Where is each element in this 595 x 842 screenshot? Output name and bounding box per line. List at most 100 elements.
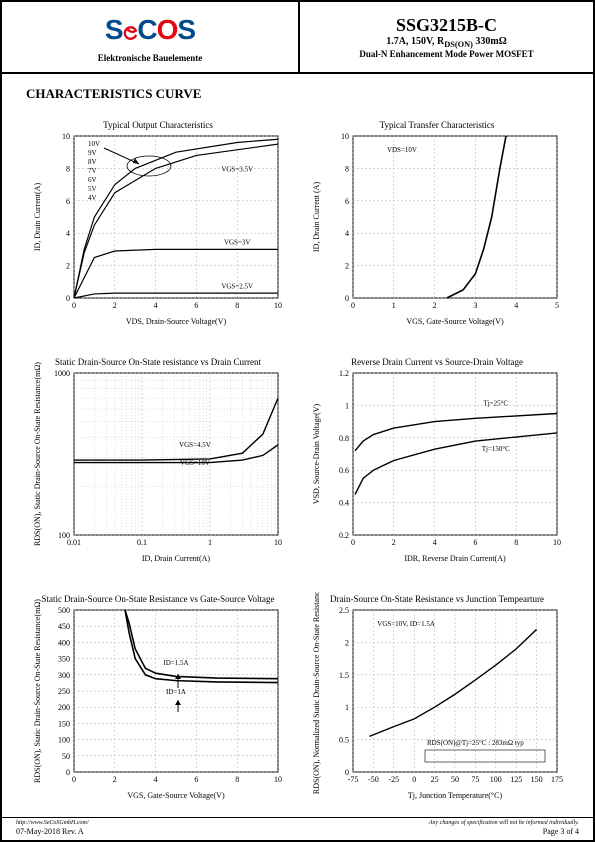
svg-text:25: 25 [431, 775, 439, 784]
svg-text:500: 500 [58, 606, 70, 615]
svg-text:175: 175 [551, 775, 563, 784]
footer-disclaimer: Any changes of specification will not be… [429, 820, 579, 826]
logo-subtitle: Elektronische Bauelemente [98, 53, 203, 63]
svg-text:ID, Drain Current(A): ID, Drain Current(A) [142, 554, 211, 563]
svg-text:8V: 8V [88, 158, 97, 166]
svg-text:Drain-Source On-State Resistan: Drain-Source On-State Resistance vs Junc… [330, 594, 544, 604]
svg-text:10V: 10V [88, 140, 100, 148]
svg-text:8: 8 [514, 538, 518, 547]
svg-text:Typical Output Characteristics: Typical Output Characteristics [103, 120, 213, 130]
svg-text:VGS=10V, ID=1.5A: VGS=10V, ID=1.5A [377, 620, 435, 628]
svg-text:Tj=25°C: Tj=25°C [484, 399, 509, 407]
svg-text:10: 10 [274, 301, 282, 310]
svg-text:6V: 6V [88, 176, 97, 184]
svg-text:2: 2 [392, 538, 396, 547]
svg-text:VGS, Gate-Source Voltage(V): VGS, Gate-Source Voltage(V) [127, 791, 225, 800]
svg-text:VSD, Source-Drain Voltage(V): VSD, Source-Drain Voltage(V) [312, 403, 321, 504]
svg-text:Typical Transfer Characteristi: Typical Transfer Characteristics [380, 120, 495, 130]
svg-text:350: 350 [58, 654, 70, 663]
svg-text:2.5: 2.5 [339, 606, 349, 615]
footer-url: http://www.SeCoSGmbH.com/ [16, 820, 89, 826]
svg-text:0: 0 [351, 301, 355, 310]
svg-text:0.1: 0.1 [137, 538, 147, 547]
svg-text:Static Drain-Source On-State r: Static Drain-Source On-State resistance … [55, 357, 261, 367]
svg-text:Tj, Junction Temperature(°C): Tj, Junction Temperature(°C) [408, 791, 503, 800]
svg-text:6: 6 [345, 196, 349, 205]
svg-text:1.5: 1.5 [339, 670, 349, 679]
svg-text:9V: 9V [88, 149, 97, 157]
svg-text:Static Drain-Source On-State R: Static Drain-Source On-State Resistance … [41, 594, 274, 604]
svg-text:0: 0 [66, 768, 70, 777]
svg-text:100: 100 [58, 531, 70, 540]
chart-rds-vs-id: Static Drain-Source On-State resistance … [22, 343, 294, 576]
part-number: SSG3215B-C [396, 15, 497, 36]
svg-text:ID=1A: ID=1A [166, 688, 186, 696]
svg-text:0.8: 0.8 [339, 433, 349, 442]
footer-page: Page 3 of 4 [543, 827, 579, 836]
svg-text:VGS=4.5V: VGS=4.5V [179, 440, 211, 448]
svg-text:1.2: 1.2 [339, 369, 349, 378]
svg-text:0.2: 0.2 [339, 531, 349, 540]
svg-text:75: 75 [472, 775, 480, 784]
spec-line: 1.7A, 150V, RDS(ON) 330mΩ [386, 36, 506, 49]
svg-text:7V: 7V [88, 167, 97, 175]
svg-text:0: 0 [72, 775, 76, 784]
svg-text:VGS=10V: VGS=10V [180, 459, 210, 467]
svg-text:2: 2 [113, 301, 117, 310]
svg-text:4: 4 [153, 301, 157, 310]
svg-text:8: 8 [235, 775, 239, 784]
svg-text:1: 1 [208, 538, 212, 547]
svg-text:400: 400 [58, 638, 70, 647]
svg-text:Reverse Drain Current vs Sourc: Reverse Drain Current vs Source-Drain Vo… [351, 357, 523, 367]
svg-text:VGS=2.5V: VGS=2.5V [221, 282, 253, 290]
company-logo: SၔCOS [105, 11, 195, 53]
svg-text:Tj=150°C: Tj=150°C [482, 444, 510, 452]
svg-text:ID=1.5A: ID=1.5A [163, 659, 188, 667]
svg-text:0.6: 0.6 [339, 466, 349, 475]
svg-text:10: 10 [553, 538, 561, 547]
footer-date: 07-May-2018 Rev. A [16, 827, 84, 836]
svg-text:0.5: 0.5 [339, 735, 349, 744]
svg-text:8: 8 [66, 164, 70, 173]
svg-text:50: 50 [62, 751, 70, 760]
svg-text:VDS, Drain-Source Voltage(V): VDS, Drain-Source Voltage(V) [126, 317, 227, 326]
chart-reverse-drain: Reverse Drain Current vs Source-Drain Vo… [302, 343, 574, 576]
svg-text:IDR, Reverse Drain Current(A): IDR, Reverse Drain Current(A) [405, 554, 507, 563]
svg-text:6: 6 [66, 196, 70, 205]
svg-text:2: 2 [345, 261, 349, 270]
chart-output-characteristics: Typical Output Characteristics0246810024… [22, 106, 294, 339]
svg-text:-50: -50 [368, 775, 379, 784]
logo-cell: SၔCOS Elektronische Bauelemente [2, 2, 300, 72]
svg-text:5: 5 [555, 301, 559, 310]
datasheet-page: SၔCOS Elektronische Bauelemente SSG3215B… [2, 2, 593, 840]
svg-text:50: 50 [451, 775, 459, 784]
page-header: SၔCOS Elektronische Bauelemente SSG3215B… [2, 2, 593, 74]
svg-text:4: 4 [153, 775, 157, 784]
svg-text:0: 0 [345, 768, 349, 777]
svg-text:100: 100 [58, 735, 70, 744]
svg-text:RDS(ON)@Tj=25°C : 283mΩ typ: RDS(ON)@Tj=25°C : 283mΩ typ [427, 738, 524, 746]
svg-text:125: 125 [510, 775, 522, 784]
svg-text:100: 100 [490, 775, 502, 784]
svg-text:6: 6 [194, 301, 198, 310]
svg-text:ID, Drain Current (A): ID, Drain Current (A) [312, 181, 321, 252]
svg-text:RDS(ON), Static Drain-Source O: RDS(ON), Static Drain-Source On-State Re… [33, 361, 42, 545]
svg-text:2: 2 [345, 638, 349, 647]
chart-rds-vs-vgs: Static Drain-Source On-State Resistance … [22, 580, 294, 813]
svg-text:1: 1 [392, 301, 396, 310]
svg-text:3: 3 [474, 301, 478, 310]
svg-text:VGS=3V: VGS=3V [224, 238, 251, 246]
svg-text:0: 0 [345, 294, 349, 303]
footer-top: http://www.SeCoSGmbH.com/ Any changes of… [16, 820, 579, 826]
svg-text:150: 150 [58, 719, 70, 728]
chart-rds-vs-temp: Drain-Source On-State Resistance vs Junc… [302, 580, 574, 813]
chart-transfer-characteristics: Typical Transfer Characteristics01234502… [302, 106, 574, 339]
svg-text:6: 6 [474, 538, 478, 547]
desc-line: Dual-N Enhancement Mode Power MOSFET [359, 49, 533, 59]
svg-text:-75: -75 [348, 775, 359, 784]
title-cell: SSG3215B-C 1.7A, 150V, RDS(ON) 330mΩ Dua… [300, 2, 593, 72]
svg-text:0: 0 [412, 775, 416, 784]
svg-text:2: 2 [113, 775, 117, 784]
svg-text:0: 0 [72, 301, 76, 310]
svg-text:4: 4 [66, 229, 70, 238]
